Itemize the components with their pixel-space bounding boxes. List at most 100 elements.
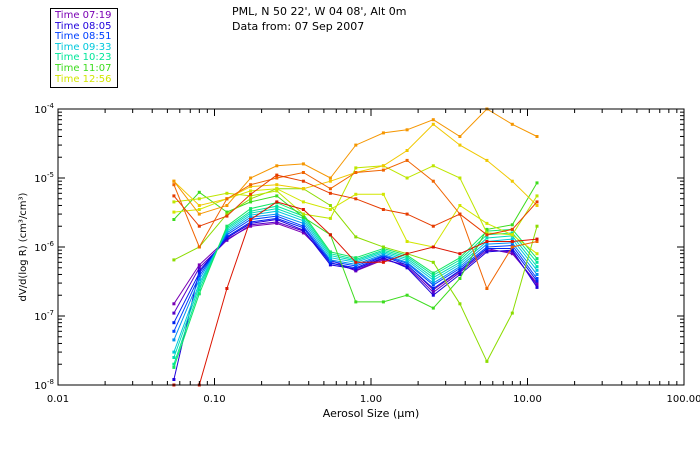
x-axis-label: Aerosol Size (μm) <box>323 407 420 420</box>
data-point <box>405 158 409 162</box>
data-point <box>301 212 305 216</box>
data-point <box>172 302 176 306</box>
data-point <box>225 233 229 237</box>
data-point <box>535 237 539 241</box>
data-point <box>249 215 253 219</box>
data-point <box>275 212 279 216</box>
data-point <box>485 250 489 254</box>
data-point <box>431 245 435 249</box>
data-point <box>354 264 358 268</box>
data-point <box>225 227 229 231</box>
data-point <box>275 200 279 204</box>
data-point <box>225 197 229 201</box>
data-point <box>458 277 462 280</box>
data-point <box>535 204 539 207</box>
data-point <box>197 197 201 201</box>
data-point <box>225 226 229 230</box>
data-point <box>535 273 539 276</box>
data-point <box>405 252 409 256</box>
data-point <box>431 278 435 282</box>
y-tick-label: 10-5 <box>34 171 54 185</box>
data-point <box>172 378 176 381</box>
data-point <box>197 266 201 270</box>
data-point <box>535 194 539 198</box>
data-point <box>535 135 539 138</box>
data-point <box>225 238 229 242</box>
data-point <box>197 263 201 267</box>
data-point <box>354 192 358 196</box>
data-point <box>381 248 385 252</box>
data-point <box>275 214 279 218</box>
data-point <box>249 213 253 217</box>
data-point <box>458 262 462 266</box>
data-point <box>510 250 514 254</box>
data-point <box>535 260 539 264</box>
x-tick-label: 1.00 <box>360 394 382 405</box>
data-point <box>275 183 279 187</box>
data-point <box>301 219 305 223</box>
data-point <box>381 131 385 135</box>
data-point <box>431 276 435 280</box>
data-point <box>197 288 201 292</box>
data-point <box>405 263 409 267</box>
data-point <box>328 233 332 237</box>
data-point <box>354 143 358 147</box>
data-point <box>301 224 305 228</box>
data-point <box>405 257 409 261</box>
data-point <box>535 268 539 272</box>
data-point <box>381 208 385 211</box>
y-tick-label: 10-8 <box>34 378 54 392</box>
data-point <box>301 179 305 183</box>
data-point <box>172 200 176 204</box>
data-point <box>431 306 435 310</box>
x-tick-label: 10.00 <box>513 394 542 405</box>
data-point <box>485 158 489 162</box>
data-point <box>535 224 539 228</box>
axes-layer: 0.01 0.10 1.00 10.00 100.00 10-8 10-7 10-6 10-5 1… <box>34 102 700 405</box>
data-point <box>510 231 514 235</box>
data-point <box>197 277 201 281</box>
data-point <box>249 192 253 196</box>
data-point <box>354 197 358 201</box>
data-point <box>275 187 279 191</box>
data-point <box>225 224 229 228</box>
data-point <box>275 207 279 211</box>
y-axis-label: dV/d(log R) (cm³/cm³) <box>18 192 29 301</box>
data-point <box>405 212 409 216</box>
data-point <box>197 208 201 211</box>
data-point <box>431 283 435 287</box>
data-point <box>510 233 514 237</box>
data-point <box>172 356 176 359</box>
data-point <box>431 122 435 126</box>
data-point <box>535 277 539 280</box>
data-point <box>172 218 176 221</box>
data-point <box>354 266 358 270</box>
data-point <box>405 128 409 132</box>
data-point <box>510 227 514 231</box>
data-point <box>249 185 253 189</box>
data-point <box>197 281 201 285</box>
data-point <box>275 189 279 193</box>
legend-item: Time 11:07 <box>55 62 112 74</box>
data-point <box>301 208 305 211</box>
data-point <box>458 204 462 207</box>
legend-item: Time 09:33 <box>55 41 112 53</box>
data-point <box>301 171 305 174</box>
data-point <box>535 279 539 283</box>
data-point <box>485 231 489 235</box>
series-0912 <box>172 212 539 342</box>
data-point <box>458 135 462 138</box>
data-point <box>485 221 489 225</box>
data-point <box>458 258 462 262</box>
data-point <box>431 224 435 228</box>
data-point <box>485 359 489 363</box>
data-point <box>275 176 279 180</box>
data-point <box>328 204 332 207</box>
data-point <box>458 273 462 276</box>
data-point <box>458 260 462 264</box>
data-point <box>328 191 332 195</box>
location-title: PML, N 50 22', W 04 08', Alt 0m <box>232 5 407 18</box>
data-point <box>225 235 229 239</box>
data-point <box>431 179 435 183</box>
